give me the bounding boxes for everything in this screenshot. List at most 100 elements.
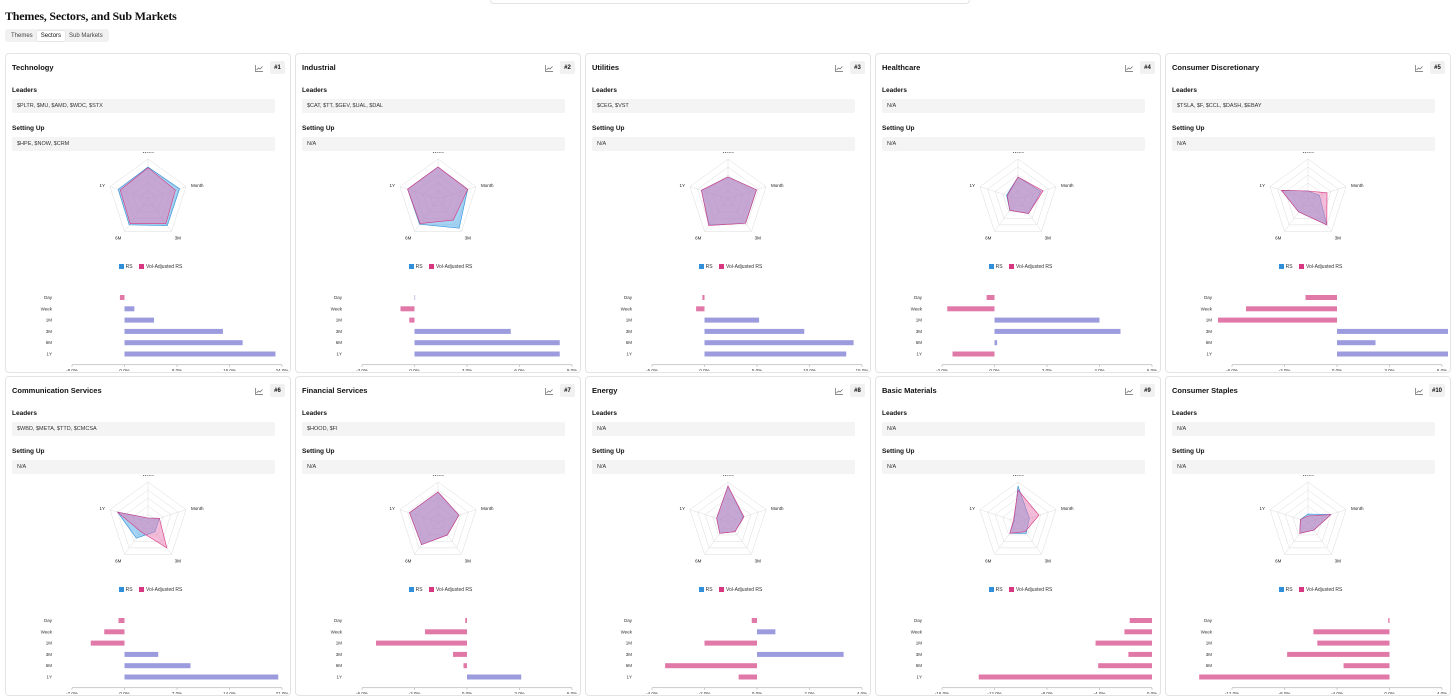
radar-axis-label: Week [432,475,444,477]
bar-category-label: 6M [46,340,53,345]
radar-axis-label: 6M [115,559,122,564]
radar-spoke [979,509,1019,523]
bar-axis-tick-label: 6.0% [514,368,524,371]
bar-axis-tick-label: 5.0% [752,368,762,371]
sector-card-technology: Technology #1 Leaders $PLTR, $MU, $AMD, … [5,53,291,373]
bar-category-label: Week [621,306,633,311]
bar-axis-tick-label: 2.0% [804,691,814,694]
radar-axis-label: 6M [405,236,412,241]
chart-icon[interactable] [543,385,555,397]
chart-icon[interactable] [1123,62,1135,74]
vol-legend-label: Vol-Adjusted RS [725,587,763,593]
legend: RS Vol-Adjusted RS [6,587,290,593]
setting-up-label: Setting Up [882,448,915,455]
bar-category-label: 1Y [916,675,922,680]
bar-day [1388,618,1390,623]
radar-axis-label: 1Y [679,506,685,511]
setting-up-label: Setting Up [1172,448,1205,455]
bar-category-label: 6M [336,663,343,668]
rs-legend-label: RS [125,264,133,270]
top-search-bar[interactable] [490,0,970,4]
chart-icon[interactable] [833,385,845,397]
legend: RS Vol-Adjusted RS [6,264,290,270]
radar-vol-area [1007,176,1044,214]
bar-category-label: 1Y [46,352,52,357]
bar-axis-tick-label: 6.0% [1437,368,1447,371]
rs-legend-swatch [698,264,704,269]
bar-category-label: 1Y [626,352,632,357]
radar-grid-ring [987,166,1049,226]
radar-axis-label: 6M [115,236,122,241]
setting-up-value: N/A [1172,137,1435,151]
bar-3m [124,651,159,657]
tab-sub-markets[interactable]: Sub Markets [69,32,103,39]
setting-up-label: Setting Up [12,125,45,132]
bar-3m [453,651,467,657]
sector-card-industrial: Industrial #2 Leaders $CAT, $TT, $GEV, $… [295,53,581,373]
bar-category-label: 3M [916,329,923,334]
bar-1m [1317,640,1390,646]
radar-grid-ring [1284,174,1332,219]
bar-3m [1337,328,1448,334]
vol-legend-swatch [1298,587,1304,592]
chart-icon[interactable] [833,62,845,74]
bar-chart: Day Week 1M 3M 6M 1Y -6.0% -3.0% 0.0% 3.0% 6.0% [331,618,577,694]
radar-axis-label: 6M [985,559,992,564]
chart-icon[interactable] [543,62,555,74]
bar-axis-tick-label: 0.0% [119,368,129,371]
chart-icon[interactable] [253,62,265,74]
bar-axis-tick-label: -7.0% [66,691,78,694]
bar-category-label: Week [41,306,53,311]
vol-legend-label: Vol-Adjusted RS [435,264,473,270]
vol-legend-swatch [428,587,434,592]
radar-axis-label: 6M [405,559,412,564]
tab-sectors[interactable]: Sectors [36,30,66,41]
bar-axis-tick-label: 0.0% [1384,691,1394,694]
bar-chart: Day Week 1M 3M 6M 1Y -7.0% 0.0% 7.0% 14.0% 21.0% [41,618,288,694]
sector-name: Healthcare [882,63,921,72]
bar-week [425,629,467,635]
chart-icon[interactable] [1123,385,1135,397]
bar-category-label: 1M [916,318,923,323]
sector-card-communication-services: Communication Services #6 Leaders $WBD, … [5,376,291,696]
setting-up-label: Setting Up [592,448,625,455]
tab-themes[interactable]: Themes [11,32,33,39]
bar-day [751,618,757,623]
radar-axis-label: 1Y [99,506,105,511]
bar-category-label: 3M [46,652,53,657]
bar-axis-tick-label: 4.0% [1094,368,1104,371]
bar-axis-tick-label: 7.0% [172,691,182,694]
bar-category-label: Week [1201,306,1213,311]
bar-chart: Day Week 1M 3M 6M 1Y -6.0% -3.0% 0.0% 3.0% 6.0% [1201,295,1448,371]
vol-legend-swatch [718,587,724,592]
bar-axis-tick-label: 14.0% [223,691,236,694]
rs-legend-swatch [988,587,994,592]
bar-category-label: 3M [336,329,343,334]
bar-6m [414,340,560,346]
rs-legend-swatch [408,587,414,592]
bar-week [400,306,415,312]
chart-icon[interactable] [1413,62,1425,74]
vol-legend-swatch [428,264,434,269]
rank-badge: #1 [270,61,285,74]
leaders-value: $CAT, $TT, $GEV, $UAL, $DAL [302,99,565,113]
bar-category-label: 1M [1206,641,1213,646]
radar-axis-label: Week [722,475,734,477]
bar-axis-tick-label: -16.0% [935,691,949,694]
vol-legend-swatch [138,587,144,592]
chart-icon[interactable] [1413,385,1425,397]
bar-axis-tick-label: 6.0% [1147,368,1157,371]
bar-axis-tick-label: 3.0% [462,368,472,371]
bar-axis-tick-label: 0.0% [989,368,999,371]
bar-category-label: Day [44,295,53,300]
bar-category-label: Day [1204,618,1213,623]
bar-category-label: 3M [626,329,633,334]
bar-category-label: Week [911,306,923,311]
bar-axis-tick-label: 0.0% [1147,691,1157,694]
setting-up-label: Setting Up [12,448,45,455]
bar-axis-tick-label: 24.0% [276,368,288,371]
chart-icon[interactable] [253,385,265,397]
rs-legend-swatch [1278,264,1284,269]
sector-card-basic-materials: Basic Materials #9 Leaders N/A Setting U… [875,376,1161,696]
bar-category-label: 1Y [1206,352,1212,357]
